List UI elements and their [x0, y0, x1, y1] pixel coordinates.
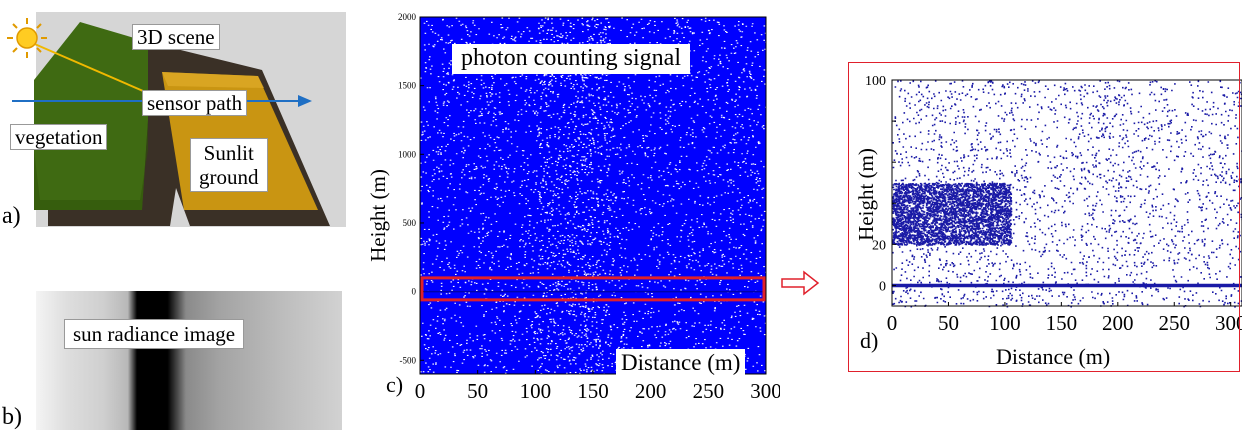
radiance-label: sun radiance image: [64, 319, 245, 350]
x-tick-label: 50: [938, 311, 959, 335]
y-tick-label: 100: [865, 74, 886, 89]
chart-d-panel-letter: d): [860, 328, 879, 353]
sunlit-label-line2: ground: [199, 165, 259, 190]
sunlit-label-line1: Sunlit: [203, 141, 254, 165]
vegetation-shade: [34, 120, 148, 210]
y-tick-label: 0: [879, 279, 886, 294]
x-tick-label: 250: [1159, 311, 1191, 335]
x-tick-label: 0: [415, 379, 426, 403]
panel-c-chart: -500 0 500 1000 1500 2000 0 50 100 150 200 250 300 p…: [360, 0, 782, 420]
panel-b-radiance: sun radiance image b): [0, 285, 360, 430]
photon-points: [892, 80, 1242, 308]
chart-c-panel-letter: c): [386, 372, 404, 397]
sensor-path-label: sensor path: [142, 90, 248, 117]
sun-ray: [29, 41, 151, 95]
chart-c-xlabel: Distance (m): [616, 349, 746, 378]
sun-icon: [7, 18, 47, 58]
chart-d-ticks: 0 20 100 0 50 100 150 200 250 300: [865, 74, 1242, 335]
x-tick-label: 100: [989, 311, 1021, 335]
scene-label: 3D scene: [132, 24, 220, 51]
chart-c-title: photon counting signal: [452, 44, 690, 74]
panel-d-frame: [848, 62, 1240, 372]
panel-b-letter: b): [2, 404, 22, 430]
chart-c-points: [420, 17, 768, 375]
y-tick-label: 2000: [398, 12, 417, 22]
x-tick-label: 150: [577, 379, 609, 403]
chart-c-ticks: -500 0 500 1000 1500 2000 0 50 100 150 200 250 300: [398, 12, 782, 403]
vegetation-block: [34, 22, 148, 210]
sensor-path-arrowhead: [298, 95, 312, 107]
signal-fill: [420, 17, 766, 374]
plot-background: [892, 80, 1242, 306]
x-tick-label: 150: [1046, 311, 1078, 335]
x-tick-label: 300: [750, 379, 780, 403]
x-tick-label: 250: [693, 379, 725, 403]
chart-d-frame: [891, 79, 1242, 307]
zoom-region-box: [420, 276, 766, 302]
y-tick-label: 0: [412, 287, 417, 297]
x-tick-label: 300: [1215, 311, 1242, 335]
y-tick-label: 1000: [398, 149, 417, 159]
y-tick-label: -500: [400, 355, 417, 365]
vegetation-label: vegetation: [10, 124, 108, 151]
panel-a-letter: a): [2, 203, 21, 229]
chart-d-points: [892, 80, 1242, 308]
chart-c-ylabel: Height (m): [365, 169, 390, 262]
zoomed-chart: 0 20 100 0 50 100 150 200 250 300: [865, 74, 1242, 335]
radiance-image: [36, 291, 342, 430]
x-tick-label: 50: [467, 379, 488, 403]
x-tick-label: 200: [1102, 311, 1134, 335]
zoom-arrow-icon: [781, 270, 820, 296]
y-tick-label: 500: [403, 218, 417, 228]
sunlit-ground-edge: [162, 72, 264, 88]
y-tick-label: 1500: [398, 81, 417, 91]
chart-d-xlabel: Distance (m): [996, 344, 1111, 369]
panel-d-chart: 0 20 100 0 50 100 150 200 250 300 Distance (m) He…: [800, 0, 1242, 430]
y-tick-label: 20: [872, 238, 886, 253]
x-tick-label: 100: [520, 379, 552, 403]
panel-a-scene: 3D scene sensor path vegetation Sunlit g…: [0, 0, 360, 235]
photon-signal-chart: -500 0 500 1000 1500 2000 0 50 100 150 200 250 300: [398, 12, 782, 403]
x-tick-label: 200: [635, 379, 667, 403]
sunlit-ground-label: Sunlit ground: [190, 138, 268, 193]
x-tick-label: 0: [887, 311, 898, 335]
chart-d-ylabel: Height (m): [853, 148, 878, 241]
